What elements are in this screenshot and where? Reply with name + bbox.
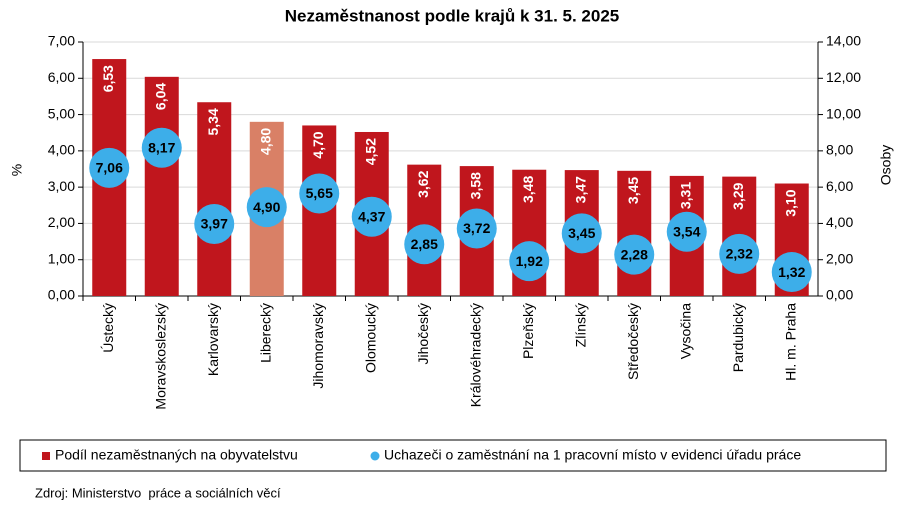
bubble-value-label: 2,85 [411, 236, 438, 252]
x-tick-label: Hl. m. Praha [782, 303, 798, 381]
y-tick-label: 2,00 [48, 214, 75, 230]
bubble [404, 224, 445, 265]
bar-value-label: 4,52 [362, 138, 378, 165]
bubble-value-label: 2,32 [726, 246, 753, 262]
bubble-value-label: 8,17 [148, 139, 175, 155]
y-tick-label: 0,00 [48, 287, 75, 303]
x-tick-label: Královéhradecký [467, 303, 483, 407]
bubble-value-label: 7,06 [96, 160, 123, 176]
bubble [771, 252, 812, 293]
y2-tick-label: 10,00 [826, 105, 861, 121]
x-tick-label: Liberecký [257, 303, 273, 363]
bar-value-label: 3,48 [520, 176, 536, 203]
x-tick-label: Vysočina [677, 303, 693, 360]
x-tick-label: Jihočeský [415, 303, 431, 364]
source-note: Zdroj: Ministerstvo práce a sociálních v… [35, 485, 281, 500]
x-tick-label: Pardubický [730, 303, 746, 372]
chart-title: Nezaměstnanost podle krajů k 31. 5. 2025 [285, 6, 619, 25]
y2-axis-title: Osoby [878, 145, 894, 185]
y2-tick-label: 0,00 [826, 287, 853, 303]
legend-box [19, 439, 887, 472]
bubble [456, 208, 497, 249]
bubble [509, 241, 550, 282]
bar-value-label: 5,34 [205, 108, 221, 135]
bubble-value-label: 3,45 [568, 225, 595, 241]
bubble [666, 211, 707, 252]
bar [144, 76, 179, 296]
y-tick-label: 5,00 [48, 105, 75, 121]
y-tick-label: 7,00 [48, 33, 75, 49]
legend-label: Podíl nezaměstnaných na obyvatelstvu [55, 447, 298, 463]
bubble [141, 127, 182, 168]
bubble [614, 234, 655, 275]
bubble [719, 233, 760, 274]
bar-value-label: 6,04 [152, 83, 168, 110]
y2-tick-label: 6,00 [826, 178, 853, 194]
legend-label: Uchazeči o zaměstnání na 1 pracovní míst… [384, 447, 801, 463]
y-tick-label: 3,00 [48, 178, 75, 194]
bar-value-label: 3,47 [572, 176, 588, 203]
x-tick-label: Moravskoslezský [152, 303, 168, 410]
bar-value-label: 4,80 [257, 128, 273, 155]
bar-value-label: 3,45 [625, 177, 641, 204]
x-tick-label: Plzeňský [520, 303, 536, 359]
bar-value-label: 6,53 [100, 65, 116, 92]
bubble-value-label: 1,32 [778, 264, 805, 280]
y-tick-label: 4,00 [48, 142, 75, 158]
bubble-value-label: 2,28 [621, 246, 648, 262]
bar-value-label: 3,62 [415, 170, 431, 197]
bubble [351, 196, 392, 237]
bar [197, 102, 232, 296]
bubble-value-label: 3,54 [673, 223, 700, 239]
bar [617, 170, 652, 296]
y-tick-label: 6,00 [48, 69, 75, 85]
bar-value-label: 3,31 [677, 182, 693, 209]
bubble [561, 213, 602, 254]
bubble-value-label: 4,37 [358, 208, 385, 224]
legend-swatch [370, 451, 380, 461]
x-tick-label: Olomoucký [362, 303, 378, 373]
y2-tick-label: 12,00 [826, 69, 861, 85]
x-tick-label: Středočeský [625, 303, 641, 380]
legend-swatch [42, 452, 50, 460]
y2-tick-label: 8,00 [826, 142, 853, 158]
bubble-value-label: 5,65 [306, 185, 333, 201]
x-tick-label: Karlovarský [205, 303, 221, 376]
bar-value-label: 3,58 [467, 172, 483, 199]
bubble [194, 203, 235, 244]
y-tick-label: 1,00 [48, 250, 75, 266]
x-tick-label: Ústecký [100, 303, 116, 353]
bubble-value-label: 3,72 [463, 220, 490, 236]
bubble-value-label: 4,90 [253, 199, 280, 215]
bar-value-label: 4,70 [310, 131, 326, 158]
y2-tick-label: 2,00 [826, 250, 853, 266]
y2-tick-label: 4,00 [826, 214, 853, 230]
bubble-value-label: 3,97 [201, 216, 228, 232]
y2-tick-label: 14,00 [826, 33, 861, 49]
bubble [246, 187, 287, 228]
y-axis-title: % [9, 164, 25, 176]
x-tick-label: Jihomoravský [310, 303, 326, 389]
x-tick-label: Zlínský [572, 303, 588, 347]
bubble [299, 173, 340, 214]
bar-value-label: 3,10 [782, 189, 798, 216]
bar-value-label: 3,29 [730, 182, 746, 209]
bubble [89, 147, 130, 188]
bubble-value-label: 1,92 [516, 253, 543, 269]
